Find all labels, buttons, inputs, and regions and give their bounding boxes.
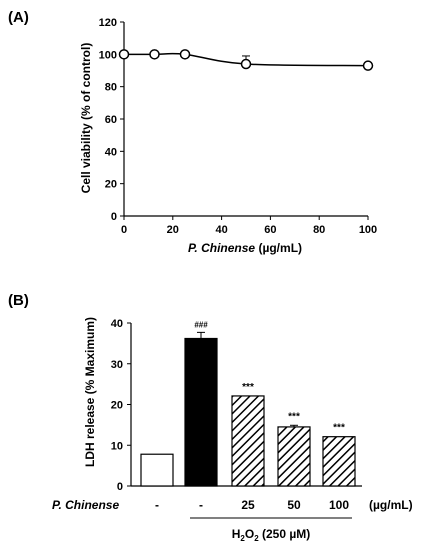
panel-b-significance-label: *** — [288, 411, 300, 422]
panel-a-data-point — [118, 49, 130, 60]
panel-b-category-label: 50 — [287, 498, 301, 512]
panel-a-series-line — [124, 52, 369, 67]
panel-b-category-label: - — [155, 498, 159, 512]
panel-a-y-tick-label: 100 — [99, 49, 117, 61]
panel-a-y-tick-label: 20 — [105, 179, 117, 191]
panel-b-y-axis-label: LDH release (% Maximum) — [83, 317, 97, 467]
panel-b-significance-label: *** — [242, 382, 254, 393]
panel-b-y-tick-label: 40 — [111, 318, 123, 330]
panel-a-x-tick-label: 80 — [313, 224, 325, 236]
panel-a-data-point — [362, 60, 374, 71]
panel-b-y-tick-label: 10 — [111, 440, 123, 452]
panel-a-y-tick-label: 60 — [105, 114, 117, 126]
panel-a-y-tick-label: 120 — [99, 17, 117, 29]
panel-a-data-point — [179, 49, 191, 60]
panel-b-label: (B) — [8, 292, 29, 309]
panel-a-data-point — [149, 49, 160, 60]
panel-b-significance-label: *** — [333, 423, 345, 434]
panel-b-category-label: 25 — [241, 498, 255, 512]
panel-b-significance-label: ### — [194, 320, 208, 329]
panel-b-chart: (B) LDH release (% Maximum) P. Chinense … — [8, 292, 413, 543]
panel-b-bar — [231, 395, 265, 487]
panel-b-row-unit: (µg/mL) — [369, 498, 413, 512]
panel-b-y-tick-label: 30 — [111, 359, 123, 371]
panel-a-x-tick-label: 100 — [359, 224, 377, 236]
panel-a-x-tick-label: 60 — [264, 224, 276, 236]
panel-b-category-label: 100 — [329, 498, 349, 512]
panel-b-bar — [184, 337, 218, 487]
panel-b-bar — [277, 426, 311, 487]
panel-b-category-label: - — [199, 498, 203, 512]
panel-a-data-point — [240, 58, 252, 70]
panel-a-x-tick-label: 40 — [215, 224, 227, 236]
panel-b-bar — [140, 453, 174, 487]
panel-a-y-axis-label: Cell viability (% of control) — [79, 43, 93, 194]
panel-b-row-label: P. Chinense — [52, 498, 119, 512]
panel-a-x-tick-label: 0 — [121, 224, 127, 236]
panel-a-x-tick-label: 20 — [167, 224, 179, 236]
panel-b-treatment-label: H2O2 (250 µM) — [232, 527, 311, 543]
panel-a-label: (A) — [8, 9, 29, 26]
panel-b-y-tick-label: 0 — [117, 481, 123, 493]
panel-a-x-axis-label: P. Chinense (µg/mL) — [188, 241, 302, 255]
panel-b-y-tick-label: 20 — [111, 400, 123, 412]
panel-b-bar — [322, 436, 356, 487]
panel-a-chart: (A) Cell viability (% of control) P. Chi… — [8, 9, 377, 255]
panel-a-y-tick-label: 0 — [111, 211, 117, 223]
panel-a-y-tick-label: 40 — [105, 146, 117, 158]
panel-a-y-tick-label: 80 — [105, 82, 117, 94]
